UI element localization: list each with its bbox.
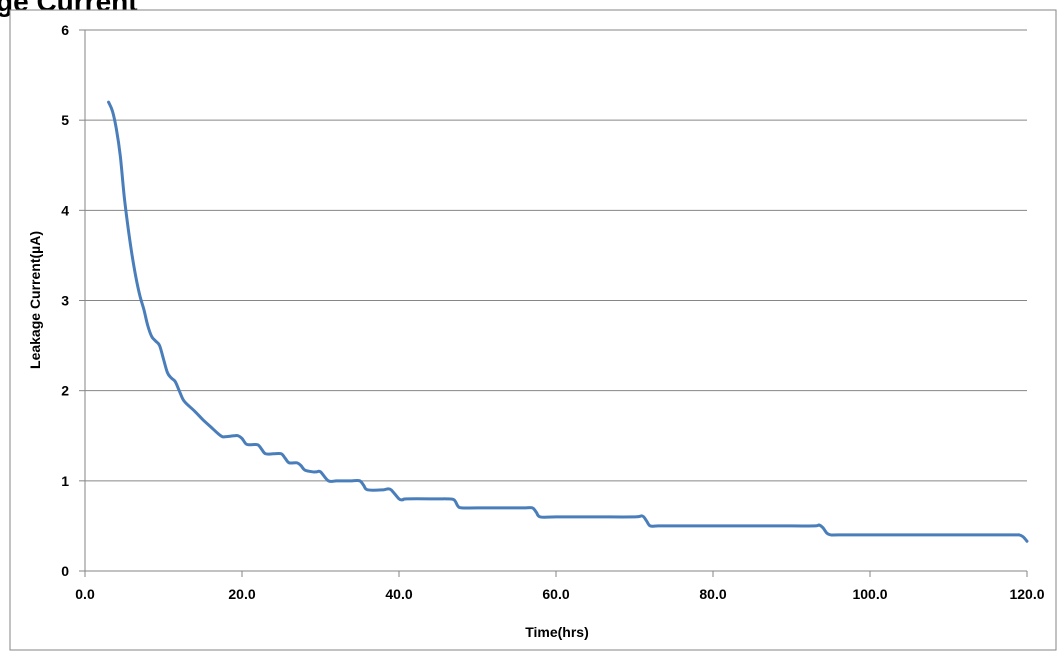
y-tick-label-6: 6: [61, 22, 69, 38]
x-tick-label-0.0: 0.0: [75, 586, 95, 602]
gridlines: [85, 29, 1027, 482]
y-tick-label-2: 2: [61, 383, 69, 399]
axes: [79, 29, 1028, 577]
x-tick-label-20.0: 20.0: [228, 586, 255, 602]
y-tick-label-0: 0: [61, 563, 69, 579]
y-tick-label-5: 5: [61, 112, 69, 128]
series-line-0: [107, 100, 1029, 543]
x-tick-label-120.0: 120.0: [1009, 586, 1044, 602]
y-tick-label-3: 3: [61, 293, 69, 309]
chart-frame: [9, 9, 1057, 651]
x-axis-title: Time(hrs): [525, 624, 589, 640]
x-tick-label-60.0: 60.0: [542, 586, 569, 602]
y-tick-label-1: 1: [61, 473, 69, 489]
x-tick-label-80.0: 80.0: [699, 586, 726, 602]
y-tick-label-4: 4: [61, 202, 69, 218]
y-axis-title: Leakage Current(µA): [27, 231, 43, 369]
x-tick-label-100.0: 100.0: [852, 586, 887, 602]
x-tick-label-40.0: 40.0: [385, 586, 412, 602]
series-layer: [107, 100, 1029, 543]
